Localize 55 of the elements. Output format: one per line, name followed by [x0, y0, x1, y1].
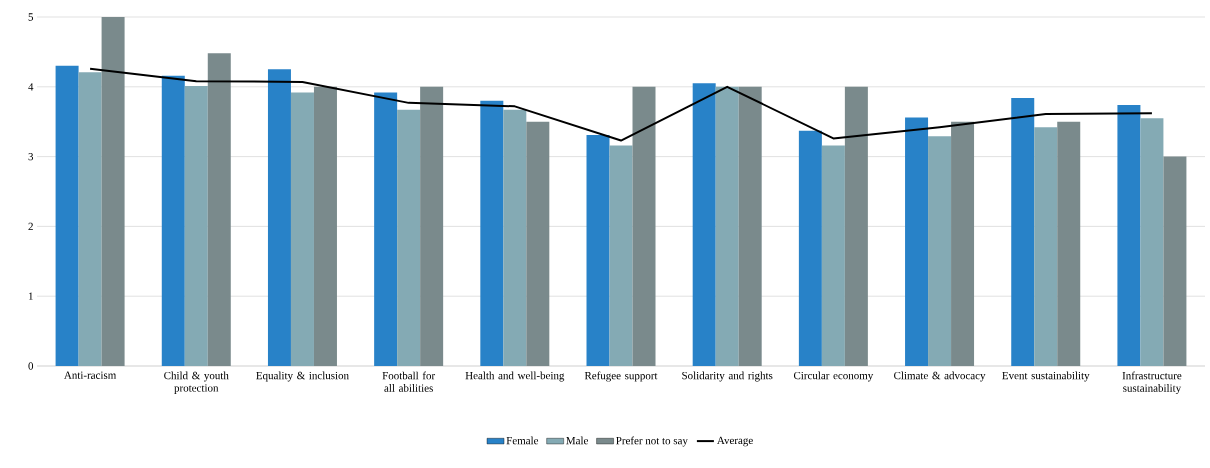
bar — [798, 130, 822, 366]
x-tick-label: Health and well-being — [465, 371, 565, 382]
bar — [928, 136, 952, 366]
legend-label: Male — [566, 436, 589, 445]
bar — [951, 121, 975, 366]
x-tick-label: Football for all abilities — [382, 371, 436, 392]
bar — [397, 109, 421, 366]
bar — [55, 65, 79, 366]
bar — [586, 134, 610, 366]
bar — [374, 92, 398, 366]
x-tick-label: Anti-racism — [64, 371, 117, 379]
y-tick-label: 1 — [28, 292, 33, 300]
bar — [821, 145, 845, 366]
x-tick-label: Child & youth protection — [164, 371, 229, 394]
legend-label: Prefer not to say — [616, 436, 688, 447]
bar — [1011, 97, 1035, 366]
bar — [267, 69, 291, 366]
bar — [692, 83, 716, 366]
x-tick-label: Event sustainability — [1002, 371, 1090, 382]
bar — [1140, 118, 1164, 366]
bar — [207, 53, 231, 366]
bar — [1117, 104, 1141, 366]
bar — [161, 75, 185, 366]
bar — [78, 72, 102, 366]
bar — [313, 86, 337, 366]
bar — [1057, 121, 1081, 366]
bar — [1034, 127, 1058, 366]
bar — [526, 121, 550, 366]
bar — [738, 86, 762, 366]
bar — [420, 86, 444, 366]
line-series — [89, 67, 1153, 142]
y-tick-label: 5 — [28, 13, 34, 21]
x-tick-label: Climate & advocacy — [894, 371, 986, 382]
legend-label: Average — [717, 436, 753, 447]
bar — [905, 117, 929, 366]
y-tick-label: 4 — [28, 83, 34, 91]
x-tick-label: Equality & inclusion — [256, 371, 349, 382]
x-tick-label: Circular economy — [793, 371, 874, 382]
bar — [1163, 156, 1187, 366]
bar — [609, 145, 633, 366]
y-tick-label: 2 — [28, 222, 33, 231]
x-tick-label: Refugee support — [584, 371, 658, 382]
x-tick-label: Infrastructure sustainability — [1122, 371, 1182, 395]
y-tick-label: 0 — [28, 362, 34, 370]
legend-label: Female — [506, 436, 539, 445]
bar — [844, 86, 868, 366]
bar — [290, 92, 314, 366]
bar — [503, 109, 527, 366]
bar — [101, 17, 125, 366]
y-tick-label: 3 — [28, 152, 34, 161]
bar — [184, 86, 208, 366]
bar — [480, 100, 504, 366]
x-tick-label: Solidarity and rights — [682, 371, 773, 382]
bar — [632, 86, 656, 366]
bar — [715, 86, 739, 366]
